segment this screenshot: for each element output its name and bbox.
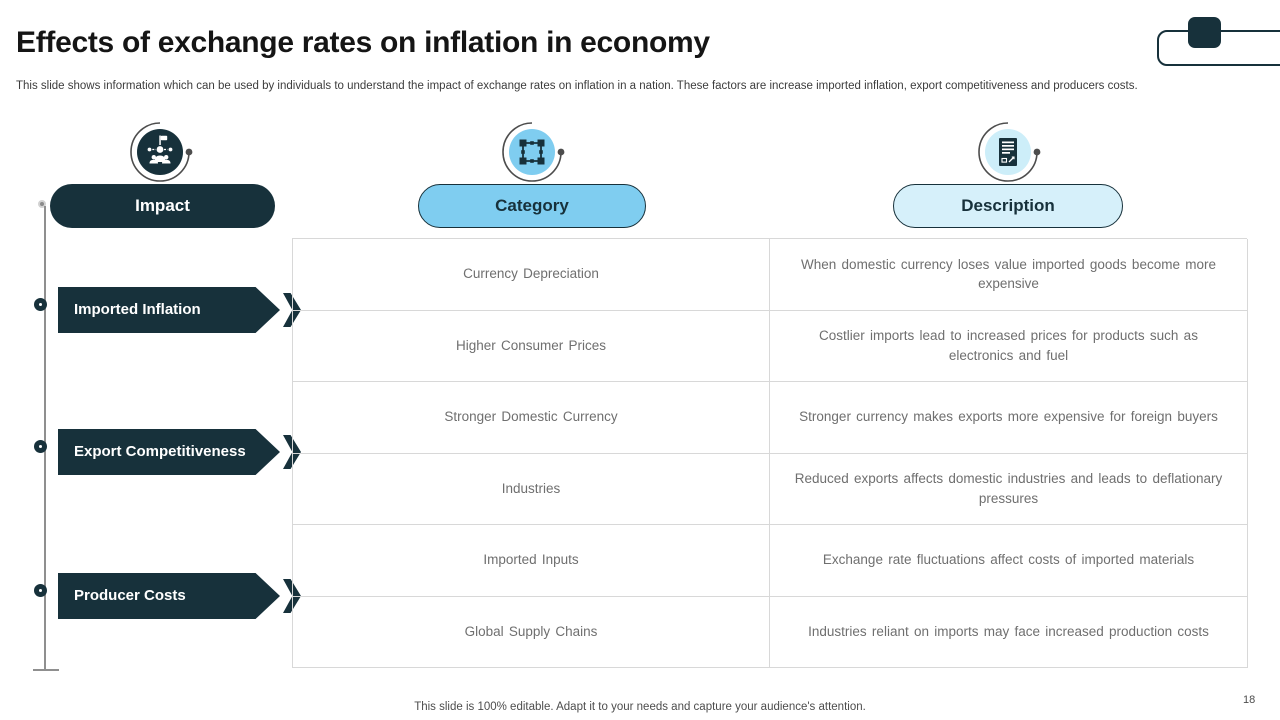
category-description-table: Currency Depreciation When domestic curr…: [292, 238, 1248, 668]
table-cell-description: Stronger currency makes exports more exp…: [770, 382, 1248, 454]
table-cell-category: Imported Inputs: [293, 525, 770, 597]
table-cell-description: Industries reliant on imports may face i…: [770, 596, 1248, 668]
report-document-icon: [968, 112, 1048, 192]
table-cell-category: Higher Consumer Prices: [293, 310, 770, 382]
timeline-line: [44, 206, 46, 670]
page-title: Effects of exchange rates on inflation i…: [16, 26, 710, 59]
table-cell-category: Currency Depreciation: [293, 239, 770, 311]
table-cell-description: When domestic currency loses value impor…: [770, 239, 1248, 311]
impact-banner-imported-inflation: Imported Inflation: [58, 287, 280, 333]
impact-banner-label: Producer Costs: [74, 586, 186, 604]
impact-banner-export-competitiveness: Export Competitiveness: [58, 429, 280, 475]
category-header-label: Category: [495, 196, 569, 215]
timeline-node-ring: [33, 440, 47, 453]
table-cell-category: Stronger Domestic Currency: [293, 382, 770, 454]
impact-header-label: Impact: [135, 196, 190, 215]
corner-square-shape: [1188, 17, 1221, 48]
connected-nodes-icon: [492, 112, 572, 192]
impact-banner-label: Imported Inflation: [74, 300, 201, 318]
impact-banner-producer-costs: Producer Costs: [58, 573, 280, 619]
table-cell-description: Exchange rate fluctuations affect costs …: [770, 525, 1248, 597]
footer-note: This slide is 100% editable. Adapt it to…: [414, 701, 866, 713]
slide-subtitle: This slide shows information which can b…: [16, 80, 1138, 92]
table-cell-description: Costlier imports lead to increased price…: [770, 310, 1248, 382]
table-cell-category: Industries: [293, 453, 770, 525]
description-header-label: Description: [961, 196, 1055, 215]
timeline-node-ring: [33, 584, 47, 597]
timeline-start-dot: [38, 200, 46, 208]
page-number: 18: [1243, 694, 1256, 706]
table-cell-category: Global Supply Chains: [293, 596, 770, 668]
leader-network-icon: [120, 112, 200, 192]
table-cell-description: Reduced exports affects domestic industr…: [770, 453, 1248, 525]
description-header-pill: Description: [893, 184, 1123, 228]
impact-banner-label: Export Competitiveness: [74, 442, 246, 460]
timeline-end-cap: [33, 669, 59, 671]
timeline-node-ring: [33, 298, 47, 311]
category-header-pill: Category: [418, 184, 646, 228]
impact-header-pill: Impact: [50, 184, 275, 228]
